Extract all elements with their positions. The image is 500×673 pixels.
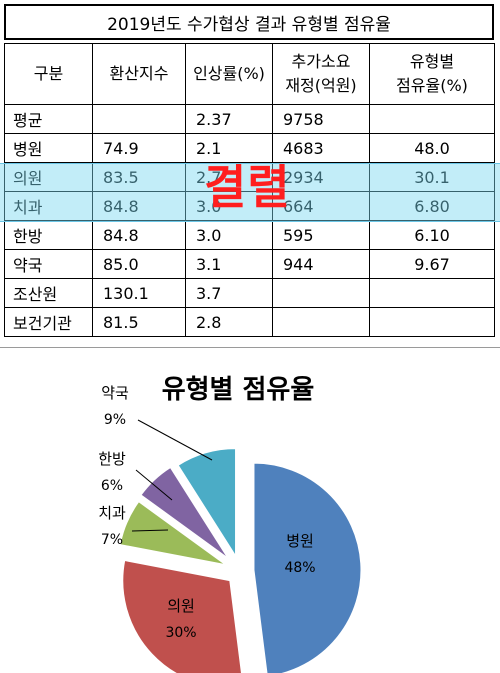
share-pie-chart: 유형별 점유율 병원 48% 의원 30% 치과 7% 한방 6% 약국 9% [98, 375, 362, 673]
cell-rate: 2.1 [185, 133, 273, 163]
cell-type: 치과 [4, 191, 93, 221]
table-row: 의원 83.5 2.7 2934 30.1 [4, 162, 495, 192]
cell-share: 9.67 [369, 249, 495, 279]
table-row: 치과 84.8 3.0 664 6.80 [4, 191, 495, 221]
cell-budget [272, 307, 370, 337]
header-conversion-index: 환산지수 [92, 43, 186, 105]
cell-index: 85.0 [92, 249, 186, 279]
cell-share [369, 104, 495, 134]
slice-percent-label: 7% [101, 532, 123, 548]
cell-share [369, 278, 495, 308]
cell-type: 평균 [4, 104, 93, 134]
table-row: 한방 84.8 3.0 595 6.10 [4, 220, 495, 250]
cell-share [369, 307, 495, 337]
cell-share: 6.80 [369, 191, 495, 221]
cell-rate: 2.37 [185, 104, 273, 134]
cell-budget: 4683 [272, 133, 370, 163]
cell-rate: 2.8 [185, 307, 273, 337]
slice-percent-label: 9% [104, 412, 126, 428]
leader-line [137, 419, 213, 461]
pie-slice-4 [177, 448, 237, 558]
cell-budget [272, 278, 370, 308]
table-row: 조산원 130.1 3.7 [4, 278, 495, 308]
cell-share: 30.1 [369, 162, 495, 192]
slice-label: 한방 [98, 450, 126, 468]
pie-slice-1 [122, 559, 242, 673]
cell-index: 130.1 [92, 278, 186, 308]
cell-type: 보건기관 [4, 307, 93, 337]
cell-budget: 944 [272, 249, 370, 279]
cell-index: 81.5 [92, 307, 186, 337]
highlight-band [0, 163, 500, 222]
header-additional-budget: 추가소요 재정(억원) [272, 43, 370, 105]
negotiation-results-table: 구분 환산지수 인상률(%) 추가소요 재정(억원) 유형별 점유율(%) 평균… [4, 43, 495, 337]
negotiation-breakdown-stamp: 결렬 [204, 160, 291, 214]
cell-budget: 9758 [272, 104, 370, 134]
slice-percent-label: 48% [284, 560, 315, 576]
pie-slice-2 [119, 501, 226, 566]
cell-rate: 3.7 [185, 278, 273, 308]
cell-share: 48.0 [369, 133, 495, 163]
table-row: 약국 85.0 3.1 944 9.67 [4, 249, 495, 279]
cell-rate: 3.0 [185, 220, 273, 250]
header-type: 구분 [4, 43, 93, 105]
cell-type: 약국 [4, 249, 93, 279]
cell-type: 조산원 [4, 278, 93, 308]
cell-rate: 3.1 [185, 249, 273, 279]
table-header-row: 구분 환산지수 인상률(%) 추가소요 재정(억원) 유형별 점유율(%) [4, 43, 495, 105]
leader-line [135, 469, 173, 501]
table-row: 병원 74.9 2.1 4683 48.0 [4, 133, 495, 163]
slice-percent-label: 6% [101, 478, 123, 494]
header-share: 유형별 점유율(%) [369, 43, 495, 105]
cell-share: 6.10 [369, 220, 495, 250]
pie-slice-0 [253, 462, 362, 673]
slice-percent-label: 30% [165, 625, 196, 641]
cell-type: 한방 [4, 220, 93, 250]
table-title: 2019년도 수가협상 결과 유형별 점유율 [4, 4, 494, 40]
header-increase-rate: 인상률(%) [185, 43, 273, 105]
cell-type: 병원 [4, 133, 93, 163]
cell-type: 의원 [4, 162, 93, 192]
slice-label: 의원 [167, 597, 195, 615]
cell-index: 84.8 [92, 220, 186, 250]
table-row: 평균 2.37 9758 [4, 104, 495, 134]
chart-title: 유형별 점유율 [162, 375, 315, 405]
cell-budget: 595 [272, 220, 370, 250]
table-row: 보건기관 81.5 2.8 [4, 307, 495, 337]
slice-label: 병원 [286, 532, 314, 550]
leader-line [131, 529, 169, 532]
slice-label: 약국 [101, 384, 129, 402]
cell-index [92, 104, 186, 134]
cell-index: 74.9 [92, 133, 186, 163]
slice-label: 치과 [98, 504, 126, 522]
pie-slice-3 [140, 466, 229, 559]
section-divider [0, 347, 500, 348]
